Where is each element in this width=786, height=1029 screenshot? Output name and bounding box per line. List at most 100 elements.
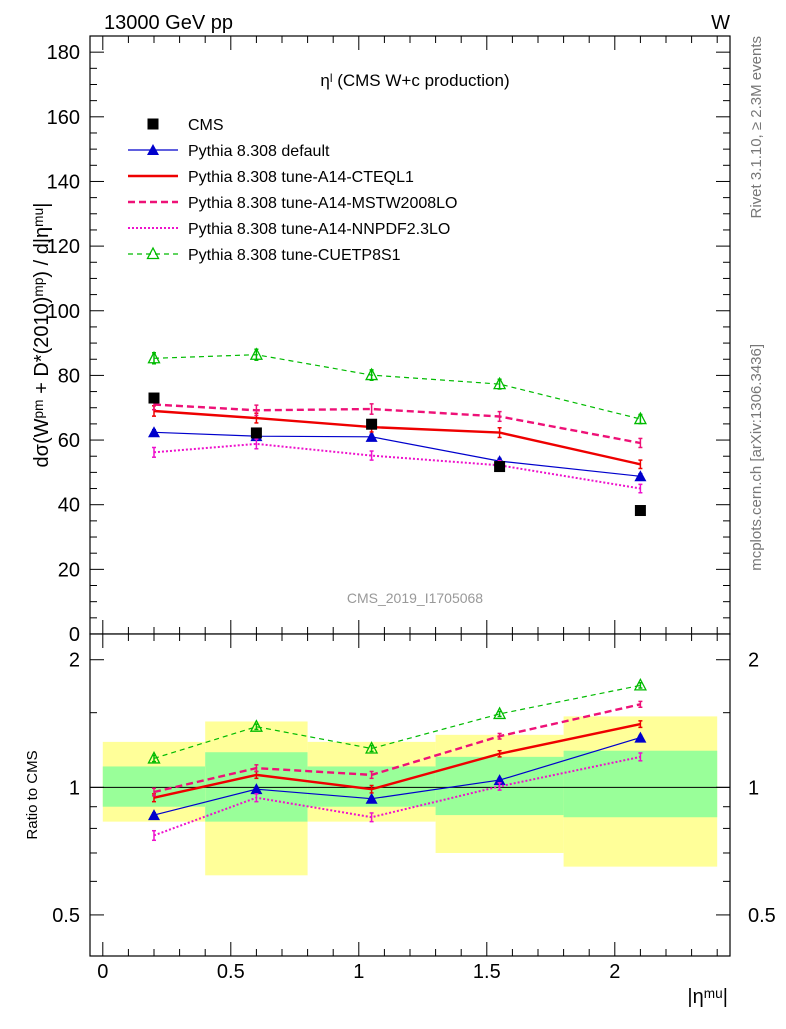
main-series-0-point: [148, 392, 160, 404]
legend-item-5: Pythia 8.308 tune-CUETP8S1: [128, 246, 401, 264]
ratio-series-3-error-bar: [152, 829, 156, 842]
energy-label: 13000 GeV pp: [104, 12, 233, 34]
ratio-series-3-error-bar: [497, 782, 502, 791]
ratio-series-4-point: [249, 719, 263, 732]
main-series-5-point: [493, 376, 507, 390]
ratio-series-3-error-bar: [254, 793, 259, 803]
ratio-series-4-point: [147, 751, 161, 764]
legend-label: Pythia 8.308 default: [188, 143, 330, 160]
main-y-tick-label: 120: [47, 236, 80, 258]
main-y-axis-label: dσ(Wᵖᵐ + D*(2010)ᵐᵖ) / d|ηᵐᵘ|: [31, 203, 53, 468]
legend-label: Pythia 8.308 tune-A14-CTEQL1: [188, 169, 414, 186]
ratio-series-0-point: [148, 809, 160, 821]
legend-label: CMS: [188, 117, 224, 134]
main-series-1-point: [148, 426, 160, 438]
x-tick-label: 1.5: [473, 961, 501, 983]
ratio-series-4: [147, 677, 647, 764]
main-panel: CMS_2019_I1705068 ηˡ (CMS W+c production…: [31, 35, 731, 646]
main-y-tick-label: 100: [47, 301, 80, 323]
legend-marker: [146, 246, 160, 260]
ratio-series-2-error-bar: [254, 764, 259, 773]
main-y-tick-label: 0: [69, 624, 80, 646]
x-axis-label: |ηᵐᵘ|: [687, 986, 728, 1008]
x-tick-label: 1: [353, 961, 364, 983]
legend-marker: [147, 144, 159, 155]
main-series-4-line: [153, 442, 641, 490]
legend-item-0: CMS: [147, 117, 224, 134]
ratio-series-0-point: [634, 731, 647, 743]
analysis-watermark: CMS_2019_I1705068: [347, 590, 483, 606]
main-series-5-point: [147, 350, 161, 364]
ratio-series-2-error-bar: [152, 787, 156, 797]
main-y-axis: 0 20 40 60 80 100 120 140 160 180: [47, 36, 730, 646]
process-label: W: [711, 12, 730, 34]
main-series-1-point: [634, 470, 647, 482]
main-series-5-point: [633, 411, 647, 425]
main-y-tick-label: 180: [47, 42, 80, 64]
main-series-5: [147, 347, 647, 425]
ratio-series-4-point: [493, 706, 507, 720]
ratio-y-tick-label-right: 2: [748, 650, 759, 672]
main-series-4-error-bar: [369, 450, 374, 461]
ratio-y-tick-label-right: 1: [748, 777, 759, 799]
main-series-0-point: [494, 461, 506, 473]
ratio-series-3-error-bar: [369, 812, 374, 823]
ratio-series-1: [152, 720, 643, 803]
main-y-tick-label: 140: [47, 171, 80, 193]
ratio-y-tick-label: 2: [69, 650, 80, 672]
ratio-series-3: [152, 752, 643, 842]
ratio-series-2-error-bar: [638, 700, 643, 708]
ratio-series-0-point: [365, 792, 378, 804]
ratio-series-2: [152, 700, 643, 797]
main-series-2-error-bar: [497, 427, 502, 439]
main-series-4-error-bar: [638, 483, 643, 494]
rivet-version-label: Rivet 3.1.10, ≥ 2.3M events: [748, 36, 765, 219]
legend-label: Pythia 8.308 tune-CUETP8S1: [188, 247, 401, 264]
legend-item-3: Pythia 8.308 tune-A14-MSTW2008LO: [128, 195, 457, 212]
main-legend: CMS Pythia 8.308 default Pythia 8.308 tune…: [128, 117, 457, 264]
main-series-4-error-bar: [254, 438, 259, 450]
ratio-series-3-error-bar: [638, 752, 643, 762]
ratio-series-4-point: [633, 677, 647, 691]
legend-item-4: Pythia 8.308 tune-A14-NNPDF2.3LO: [128, 221, 450, 238]
legend-label: Pythia 8.308 tune-A14-NNPDF2.3LO: [188, 221, 450, 238]
legend-item-2: Pythia 8.308 tune-A14-CTEQL1: [128, 169, 414, 186]
main-y-tick-label: 60: [58, 430, 80, 452]
legend-item-1: Pythia 8.308 default: [128, 143, 330, 160]
main-y-tick-label: 160: [47, 107, 80, 129]
main-series-5-point: [365, 367, 379, 381]
main-data-layer: [147, 347, 647, 517]
main-series-5-point: [249, 347, 263, 360]
stat-uncertainty-band: [563, 750, 718, 818]
main-series-0-point: [250, 427, 262, 439]
x-tick-label: 2: [609, 961, 620, 983]
main-series-2-error-bar: [638, 459, 643, 470]
ratio-data-layer: [147, 677, 647, 842]
ratio-series-1-error-bar: [369, 784, 374, 794]
main-series-3-line: [153, 403, 641, 445]
legend-label: Pythia 8.308 tune-A14-MSTW2008LO: [188, 195, 457, 212]
main-y-tick-label: 40: [58, 495, 80, 517]
main-series-0-point: [634, 505, 646, 517]
ratio-series-0-point: [250, 783, 263, 795]
main-series-0: [148, 392, 646, 517]
ratio-series-2-error-bar: [369, 770, 374, 780]
main-series-4-error-bar: [152, 446, 156, 458]
legend-marker: [147, 118, 159, 130]
ratio-series-4-point: [365, 741, 379, 754]
main-series-3-error-bar: [254, 404, 259, 417]
ratio-panel: 0.5 0.5 1 1 2 2 0 0.5 1 1.5 2 Ratio to CMS |ηᵐᵘ|: [24, 633, 776, 1008]
x-tick-label: 0: [97, 961, 108, 983]
ratio-y-tick-label: 0.5: [52, 905, 80, 927]
ratio-series-1-error-bar: [497, 749, 502, 758]
ratio-y-tick-label-right: 0.5: [748, 905, 776, 927]
ratio-axes: 0.5 0.5 1 1 2 2 0 0.5 1 1.5 2: [52, 634, 776, 983]
main-plot-title: ηˡ (CMS W+c production): [320, 71, 509, 90]
ratio-y-tick-label: 1: [69, 777, 80, 799]
ratio-series-0: [148, 731, 647, 821]
main-y-tick-label: 80: [58, 365, 80, 387]
main-series-3-error-bar: [497, 410, 502, 423]
main-series-1-point: [365, 430, 378, 442]
